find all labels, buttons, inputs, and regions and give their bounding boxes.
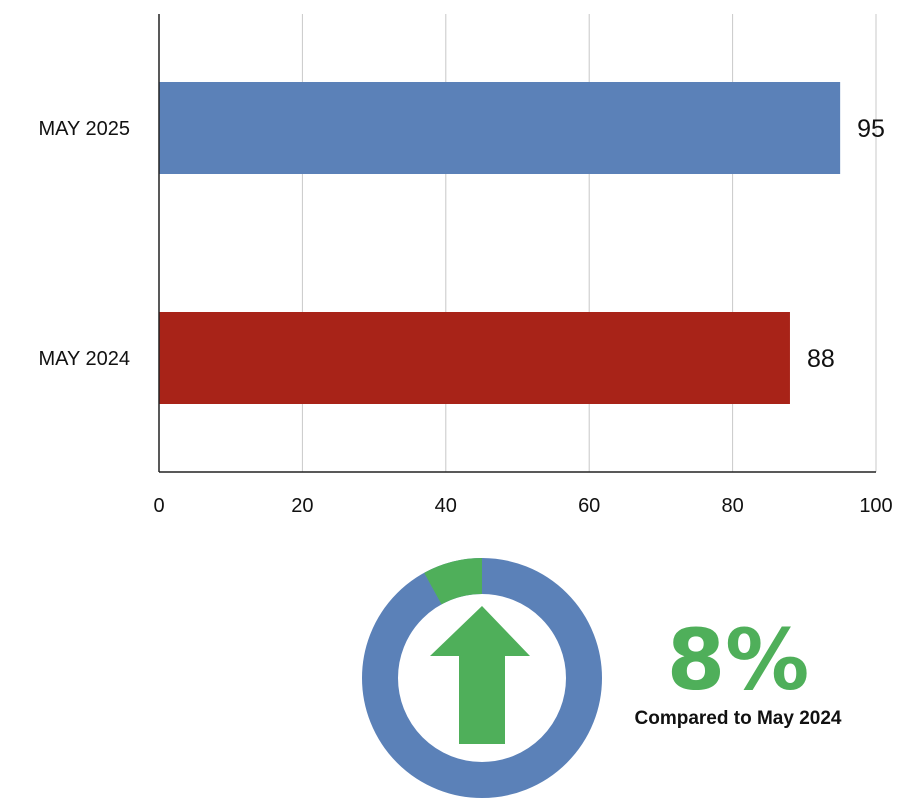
bar-value-label: 95 <box>857 115 885 143</box>
x-tick-label: 80 <box>721 495 743 517</box>
bars <box>159 82 841 404</box>
category-label: MAY 2025 <box>38 118 130 140</box>
x-tick-label: 60 <box>578 495 600 517</box>
x-tick-label: 100 <box>859 495 892 517</box>
bar-may-2024 <box>159 312 790 404</box>
x-tick-label: 40 <box>435 495 457 517</box>
axes <box>158 14 876 473</box>
comparison-caption: Compared to May 2024 <box>634 708 842 729</box>
bar-value-label: 88 <box>807 345 835 373</box>
up-arrow-icon <box>430 606 530 744</box>
x-tick-label: 0 <box>153 495 164 517</box>
change-donut <box>362 558 602 798</box>
x-tick-label: 20 <box>291 495 313 517</box>
change-percent: 8% <box>666 611 810 709</box>
category-label: MAY 2024 <box>38 348 130 370</box>
bar-may-2025 <box>159 82 841 174</box>
labels: 0 20 40 60 80 100 MAY 2025 95 MAY 2024 88 <box>38 115 892 517</box>
donut-change-slice <box>424 558 483 605</box>
